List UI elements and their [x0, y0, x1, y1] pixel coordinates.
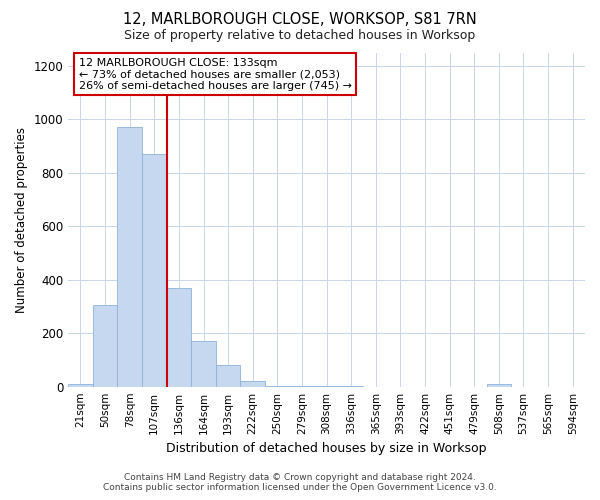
Text: Size of property relative to detached houses in Worksop: Size of property relative to detached ho… — [124, 28, 476, 42]
Text: Contains HM Land Registry data © Crown copyright and database right 2024.
Contai: Contains HM Land Registry data © Crown c… — [103, 473, 497, 492]
Bar — [241, 382, 265, 386]
Y-axis label: Number of detached properties: Number of detached properties — [15, 126, 28, 312]
Bar — [216, 366, 241, 386]
Text: 12, MARLBOROUGH CLOSE, WORKSOP, S81 7RN: 12, MARLBOROUGH CLOSE, WORKSOP, S81 7RN — [123, 12, 477, 28]
Bar — [487, 384, 511, 386]
Text: 12 MARLBOROUGH CLOSE: 133sqm
← 73% of detached houses are smaller (2,053)
26% of: 12 MARLBOROUGH CLOSE: 133sqm ← 73% of de… — [79, 58, 352, 90]
Bar — [93, 305, 118, 386]
Bar — [167, 288, 191, 386]
Bar — [142, 154, 167, 386]
X-axis label: Distribution of detached houses by size in Worksop: Distribution of detached houses by size … — [166, 442, 487, 455]
Bar — [68, 384, 93, 386]
Bar — [191, 341, 216, 386]
Bar — [118, 128, 142, 386]
